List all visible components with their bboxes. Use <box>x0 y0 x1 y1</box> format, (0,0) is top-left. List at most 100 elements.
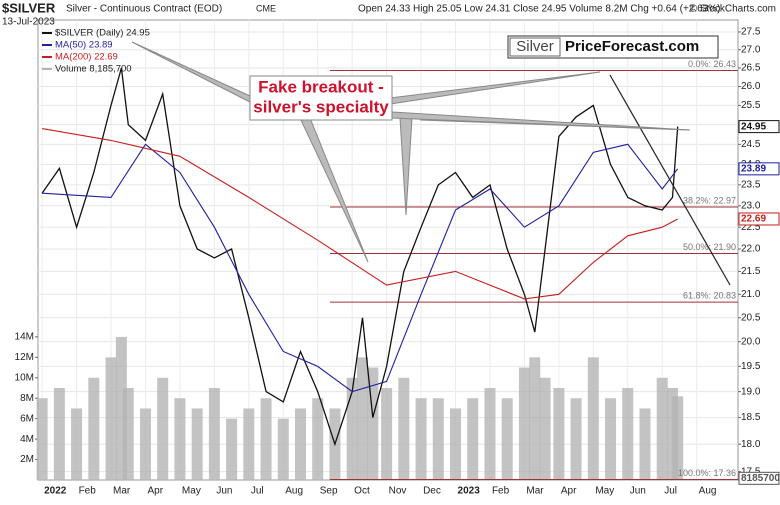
x-tick-label: Mar <box>526 486 544 497</box>
y-tick-label: 25.5 <box>741 100 761 111</box>
value-marker-label: 22.69 <box>741 214 766 225</box>
x-tick-label: Nov <box>389 486 407 497</box>
fib-label: 50.0%: 21.90 <box>683 242 736 252</box>
x-tick-label: Dec <box>423 486 441 497</box>
value-marker-label: 23.89 <box>741 163 766 174</box>
volume-bar <box>432 398 444 480</box>
y-tick-label: 27.5 <box>741 27 761 38</box>
fib-label: 38.2%: 22.97 <box>683 195 736 205</box>
volume-bar <box>53 388 65 480</box>
fib-label: 61.8%: 20.83 <box>683 291 736 301</box>
x-tick-label: Aug <box>285 486 303 497</box>
volume-bar <box>467 398 479 480</box>
volume-bar <box>157 377 169 480</box>
volume-bar <box>312 398 324 480</box>
x-tick-label: May <box>595 486 614 497</box>
legend-label: MA(200) 22.69 <box>55 52 118 63</box>
volume-layer <box>36 336 684 480</box>
volume-bar <box>398 377 410 480</box>
y-tick-label: 20.5 <box>741 312 761 323</box>
trend-line <box>609 74 731 286</box>
y-tick-label: 19.5 <box>741 361 761 372</box>
y-tick-label: 23.0 <box>741 200 761 211</box>
x-tick-label: Apr <box>147 486 163 497</box>
value-marker <box>738 162 780 176</box>
volume-bar <box>484 388 496 480</box>
volume-bar <box>622 388 634 480</box>
x-tick-label: Sep <box>320 486 338 497</box>
volume-bar <box>174 398 186 480</box>
y-tick-label: 22.5 <box>741 222 761 233</box>
volume-bar <box>122 388 134 480</box>
y-tick-label: 21.0 <box>741 289 761 300</box>
x-tick-label: Jun <box>216 486 232 497</box>
volume-bar <box>450 408 462 480</box>
x-tick-label: Feb <box>79 486 97 497</box>
y2-tick-label: 14M <box>15 332 34 343</box>
x-tick-label: Jul <box>251 486 264 497</box>
y-tick-label: 17.5 <box>741 466 761 477</box>
x-tick-label: Jul <box>664 486 677 497</box>
volume-bar <box>71 408 83 480</box>
x-tick-label: Feb <box>492 486 510 497</box>
annotation-box <box>249 75 393 121</box>
volume-bar <box>656 377 668 480</box>
volume-bar <box>226 418 238 480</box>
y-tick-label: 18.5 <box>741 412 761 423</box>
volume-bar <box>415 398 427 480</box>
fib-layer: 0.0%: 26.43 38.2%: 22.97 50.0%: 21.90 61.8%… <box>330 59 738 480</box>
quote: Open 24.33 High 25.05 Low 24.31 Close 24… <box>358 4 720 15</box>
volume-bar <box>518 367 530 480</box>
volume-bar <box>208 388 220 480</box>
value-marker <box>738 471 780 485</box>
volume-bar <box>605 398 617 480</box>
volume-bar <box>357 357 369 480</box>
price-line <box>41 67 679 447</box>
y2-tick-label: 2M <box>20 454 34 465</box>
y2-tick-label: 12M <box>15 352 34 363</box>
y2-tick-label: 4M <box>20 434 34 445</box>
fib-label: 0.0%: 26.43 <box>688 59 736 69</box>
volume-bar <box>672 396 684 480</box>
annotation: silver's specialty <box>253 97 389 116</box>
y-tick-label: 24.5 <box>741 139 761 150</box>
volume-bar <box>191 408 203 480</box>
volume-bar <box>553 388 565 480</box>
x-tick-label: May <box>182 486 201 497</box>
volume-bar <box>639 408 651 480</box>
x-tick-label: 2022 <box>44 486 67 497</box>
line-layer <box>41 67 679 447</box>
y-tick-label: 19.0 <box>741 386 761 397</box>
volume-bar <box>105 357 117 480</box>
y2-tick-label: 8M <box>20 393 34 404</box>
y-tick-label: 18.0 <box>741 439 761 450</box>
chart-title: Silver - Continuous Contract (EOD) <box>66 4 222 15</box>
y-tick-label: 22.0 <box>741 244 761 255</box>
exchange: CME <box>256 3 276 13</box>
price-line <box>42 128 678 300</box>
volume-bar <box>570 398 582 480</box>
volume-bar <box>139 408 151 480</box>
value-marker <box>738 212 780 226</box>
y2-tick-label: 6M <box>20 413 34 424</box>
symbol: $SILVER <box>2 0 56 15</box>
legend-label: MA(50) 23.89 <box>55 40 113 51</box>
legend-label: $SILVER (Daily) 24.95 <box>55 28 150 39</box>
volume-bar <box>260 398 272 480</box>
copyright: © StockCharts.com <box>690 4 776 15</box>
x-tick-label: Apr <box>561 486 577 497</box>
date: 13-Jul-2023 <box>2 17 55 28</box>
logo: PriceForecast.com <box>565 38 699 55</box>
fib-label: 100.0%: 17.36 <box>678 468 736 478</box>
y-tick-label: 26.0 <box>741 81 761 92</box>
logo-box <box>509 37 561 57</box>
volume-bar <box>88 377 100 480</box>
y-tick-label: 27.0 <box>741 44 761 55</box>
x-tick-label: 2023 <box>458 486 481 497</box>
value-marker <box>738 120 780 134</box>
value-marker-label: 24.95 <box>741 121 766 132</box>
volume-bar <box>539 377 551 480</box>
logo: Silver <box>516 38 554 55</box>
